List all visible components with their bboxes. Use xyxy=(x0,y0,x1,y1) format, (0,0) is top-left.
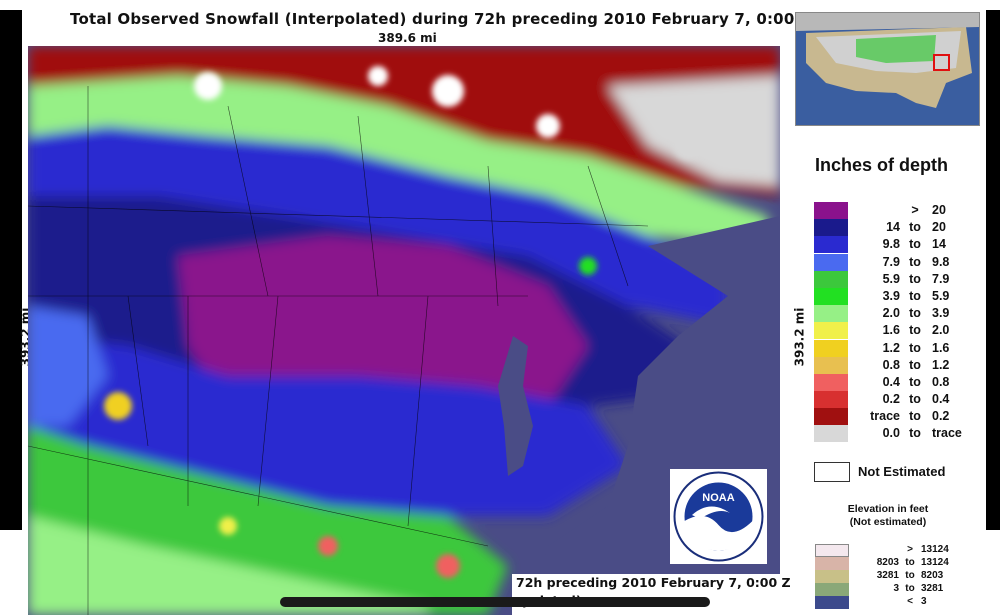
legend-swatch xyxy=(814,305,848,323)
snowfall-map-graphic xyxy=(28,46,780,615)
legend-title: Inches of depth xyxy=(815,155,949,175)
elevation-swatch xyxy=(815,544,849,557)
noaa-logo-graphic: NOAA xyxy=(673,471,764,562)
elevation-swatch xyxy=(815,570,849,583)
legend-swatch xyxy=(814,287,848,305)
elevation-title-line2: (Not estimated) xyxy=(849,516,927,528)
legend-swatch xyxy=(814,425,848,443)
caption-line1: 72h preceding 2010 February 7, 0:00 Z xyxy=(516,575,791,590)
scale-top-label: 389.6 mi xyxy=(378,31,437,45)
map-title: Total Observed Snowfall (Interpolated) d… xyxy=(70,10,811,28)
legend-swatch xyxy=(814,322,848,340)
legend-swatch xyxy=(814,356,848,374)
legend-swatch xyxy=(814,253,848,271)
locator-box xyxy=(933,54,950,71)
horizontal-scrollbar[interactable] xyxy=(280,597,710,607)
legend-swatch xyxy=(814,202,848,219)
legend-swatch xyxy=(814,219,848,237)
locator-inset-graphic xyxy=(796,13,979,125)
map-caption: 72h preceding 2010 February 7, 0:00 Z rp… xyxy=(512,574,791,615)
right-frame xyxy=(986,10,1000,530)
legend-swatch xyxy=(814,339,848,357)
noaa-logo-text: NOAA xyxy=(702,492,734,504)
legend-swatch xyxy=(814,373,848,391)
left-frame xyxy=(0,10,22,530)
snowfall-map[interactable] xyxy=(28,46,780,615)
scale-right-label: 393.2 mi xyxy=(792,307,807,367)
legend-swatch xyxy=(814,408,848,426)
elevation-legend-title: Elevation in feet (Not estimated) xyxy=(838,503,938,529)
legend-swatch xyxy=(814,391,848,409)
noaa-logo: NOAA xyxy=(670,469,767,564)
elevation-swatch xyxy=(815,583,849,596)
elevation-swatch xyxy=(815,596,849,609)
legend-swatch xyxy=(814,270,848,288)
not-estimated-label: Not Estimated xyxy=(858,464,946,479)
not-estimated-swatch xyxy=(814,462,850,482)
locator-inset-map xyxy=(795,12,980,126)
elevation-title-line1: Elevation in feet xyxy=(847,503,929,515)
legend-swatch xyxy=(814,236,848,254)
elevation-swatch xyxy=(815,557,849,570)
top-bar xyxy=(0,0,1000,10)
